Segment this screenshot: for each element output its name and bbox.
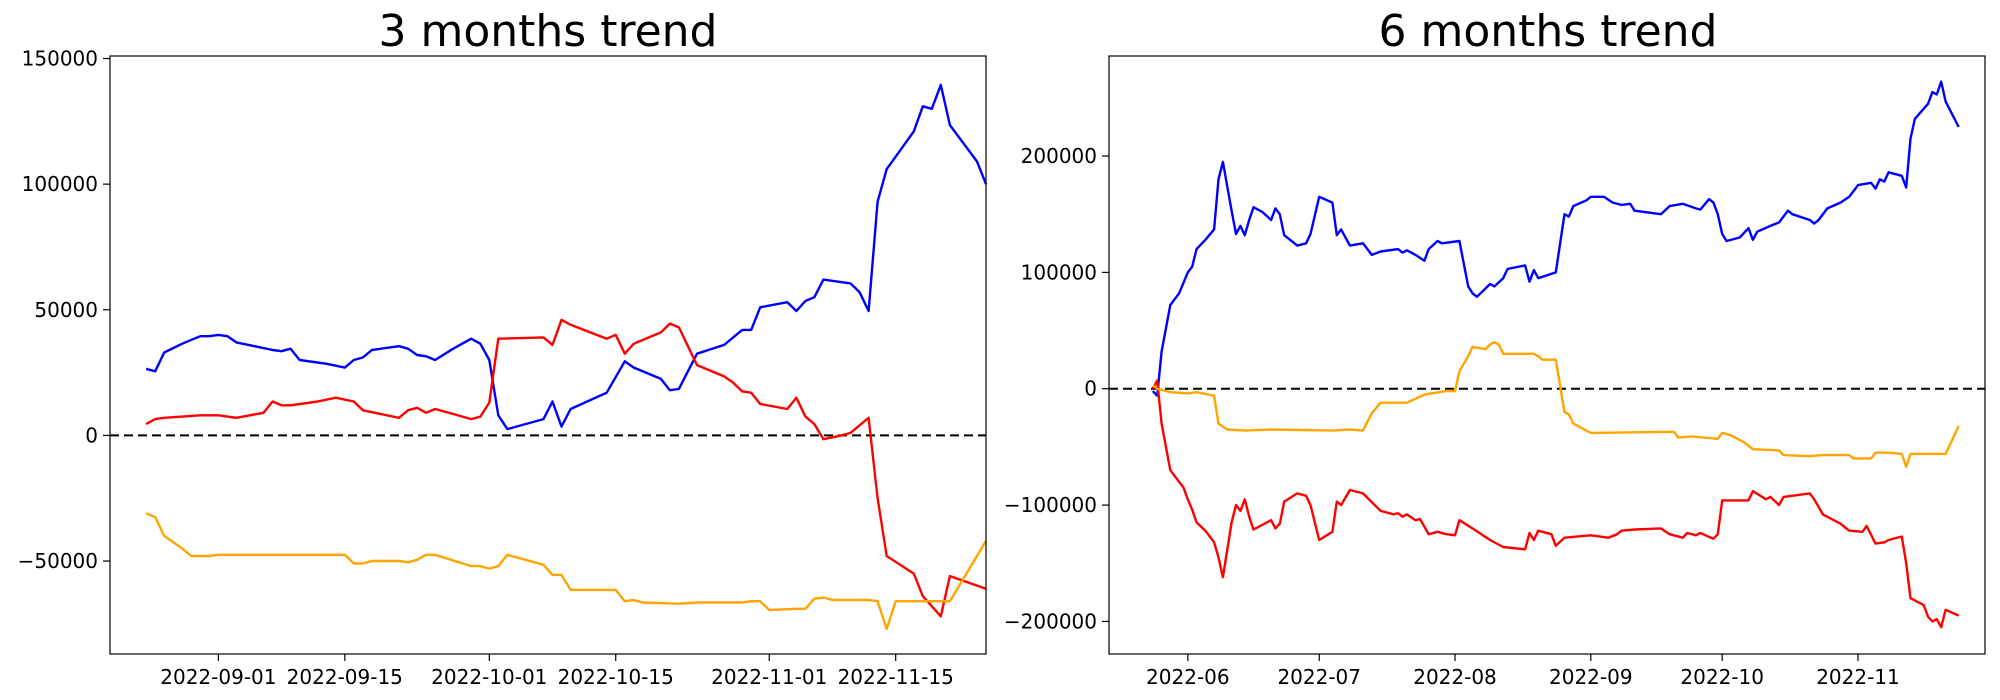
red-series-line	[145, 318, 987, 618]
x-tick-label: 2022-07	[1277, 665, 1361, 689]
blue-series-line	[1151, 80, 1960, 397]
y-tick-label: 0	[1084, 377, 1097, 401]
x-tick-label: 2022-06	[1146, 665, 1230, 689]
y-tick-label: 150000	[22, 47, 98, 71]
x-tick-label: 2022-11-15	[838, 665, 954, 689]
x-tick-label: 2022-09-15	[287, 665, 403, 689]
chart-3-months-trend: 3 months trend 150000 100000 50000 0 −50000 2…	[18, 6, 988, 689]
chart-title: 3 months trend	[379, 6, 718, 57]
plot-area-frame	[1108, 55, 1986, 655]
plot-area-frame	[109, 55, 987, 655]
x-tick-label: 2022-10	[1680, 665, 1764, 689]
series-layer	[1151, 80, 1960, 629]
orange-series-line	[145, 512, 988, 631]
axis-ticks: 150000 100000 50000 0 −50000 2022-09-01 2022-0…	[18, 47, 954, 689]
chart-title: 6 months trend	[1379, 6, 1718, 57]
x-tick-label: 2022-10-15	[558, 665, 674, 689]
x-tick-label: 2022-08	[1413, 665, 1497, 689]
y-tick-label: 100000	[1021, 260, 1097, 284]
y-tick-label: −100000	[1004, 493, 1097, 517]
y-tick-label: −50000	[18, 549, 98, 573]
chart-6-months-trend: 6 months trend 200000 100000 0 −100000 −2000…	[1004, 6, 1986, 689]
orange-series-line	[1152, 341, 1960, 468]
y-tick-label: −200000	[1004, 609, 1097, 633]
series-layer	[145, 83, 988, 631]
y-tick-label: 200000	[1021, 144, 1097, 168]
x-tick-label: 2022-11	[1816, 665, 1900, 689]
x-tick-label: 2022-11-01	[711, 665, 827, 689]
blue-series-line	[145, 83, 988, 431]
y-tick-label: 0	[85, 423, 98, 447]
x-tick-label: 2022-10-01	[431, 665, 547, 689]
axis-ticks: 200000 100000 0 −100000 −200000 2022-06 2022-0…	[1004, 144, 1900, 689]
x-tick-label: 2022-09-01	[160, 665, 276, 689]
red-series-line	[1151, 379, 1960, 629]
y-tick-label: 100000	[22, 172, 98, 196]
y-tick-label: 50000	[34, 298, 98, 322]
x-tick-label: 2022-09	[1549, 665, 1633, 689]
